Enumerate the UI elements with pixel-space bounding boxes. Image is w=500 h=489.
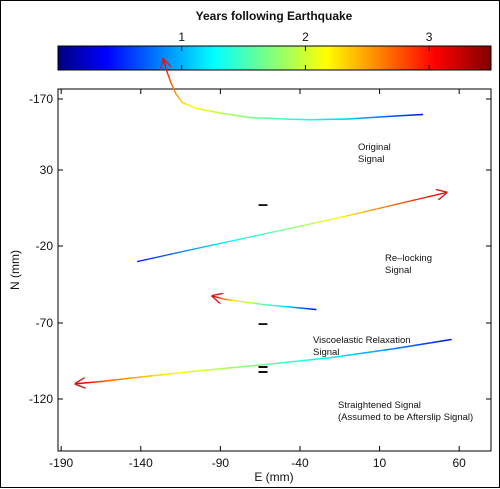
signal-segment [236,366,247,367]
label-relocking-line2: Signal [385,265,411,276]
label-straightened-line1: Straightened Signal [338,400,421,411]
signal-segment [244,117,249,118]
y-tick-label: 30 [40,163,54,177]
signal-segment [225,114,230,115]
x-tick-label: 60 [452,456,466,470]
signal-segment [134,377,141,378]
x-tick-label: -90 [212,456,230,470]
signal-segment [220,113,225,114]
x-tick-label: -40 [291,456,309,470]
signal-segment [212,296,214,297]
label-relocking-line1: Re–locking [385,253,432,264]
x-axis-label: E (mm) [254,470,293,484]
signal-segment [204,369,215,370]
y-axis-label: N (mm) [8,250,22,290]
x-tick-label: -140 [129,456,153,470]
signal-segment [215,368,226,369]
signal-segment [121,379,128,380]
label-original-line1: Original [358,142,391,153]
signal-segment [163,59,164,61]
minus-operator-1: – [258,194,268,214]
colorbar-tick-label: 1 [178,30,185,44]
colorbar-title: Years following Earthquake [196,9,353,23]
y-tick-label: -120 [29,392,53,406]
x-tick-label: 10 [373,456,387,470]
colorbar [58,46,491,70]
y-tick-label: -70 [36,316,54,330]
signal-segment [128,378,135,379]
signal-segment [239,116,244,117]
minus-operator-2: – [258,313,268,333]
equals-operator: = [258,360,269,380]
y-tick-label: -20 [36,239,54,253]
signal-segment [247,365,258,366]
colorbar-tick-label: 2 [302,30,309,44]
signal-segment [108,380,115,381]
colorbar-tick-label: 3 [426,30,433,44]
y-tick-label: -170 [29,92,53,106]
x-tick-label: -190 [49,456,73,470]
label-straightened-line2: (Assumed to be Afterslip Signal) [338,412,473,423]
signal-segment [235,115,240,116]
signal-segment [230,115,235,116]
plot-area [58,89,491,451]
signal-segment [101,381,108,382]
label-original-line2: Signal [358,154,384,165]
label-viscoelastic-line2: Signal [313,347,339,358]
signal-segment [226,367,237,368]
label-viscoelastic-line1: Viscoelastic Relaxation [313,335,411,346]
signal-segment [114,379,121,380]
